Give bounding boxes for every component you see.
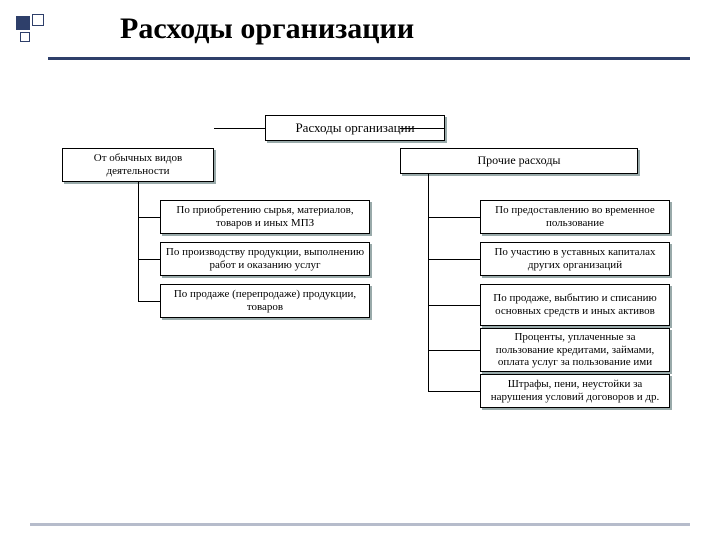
right-item-3: Проценты, уплаченные за пользование кред… [480,328,670,372]
right-item-0: По предоставлению во временное пользован… [480,200,670,234]
connector-h [214,128,265,129]
connector-v [428,174,429,391]
slide-corner-decor [12,12,48,48]
connector-h [428,259,480,260]
right-item-1: По участию в уставных капиталах других о… [480,242,670,276]
right-item-2: По продаже, выбытию и списанию основных … [480,284,670,326]
connector-h [138,217,160,218]
connector-h [428,350,480,351]
connector-h [428,391,480,392]
title-underline [48,57,690,60]
left-item-0: По приобретению сырья, материалов, товар… [160,200,370,234]
branch-other: Прочие расходы [400,148,638,174]
right-item-4: Штрафы, пени, неустойки за нарушения усл… [480,374,670,408]
connector-h [138,259,160,260]
footer-rule [30,523,690,526]
slide-title: Расходы организации [120,12,414,46]
connector-h [400,128,445,129]
left-item-1: По производству продукции, выполнению ра… [160,242,370,276]
connector-v [138,182,139,301]
connector-h [138,301,160,302]
left-item-2: По продаже (перепродаже) продукции, това… [160,284,370,318]
connector-h [428,217,480,218]
branch-ordinary: От обычных видов деятельности [62,148,214,182]
connector-h [428,305,480,306]
